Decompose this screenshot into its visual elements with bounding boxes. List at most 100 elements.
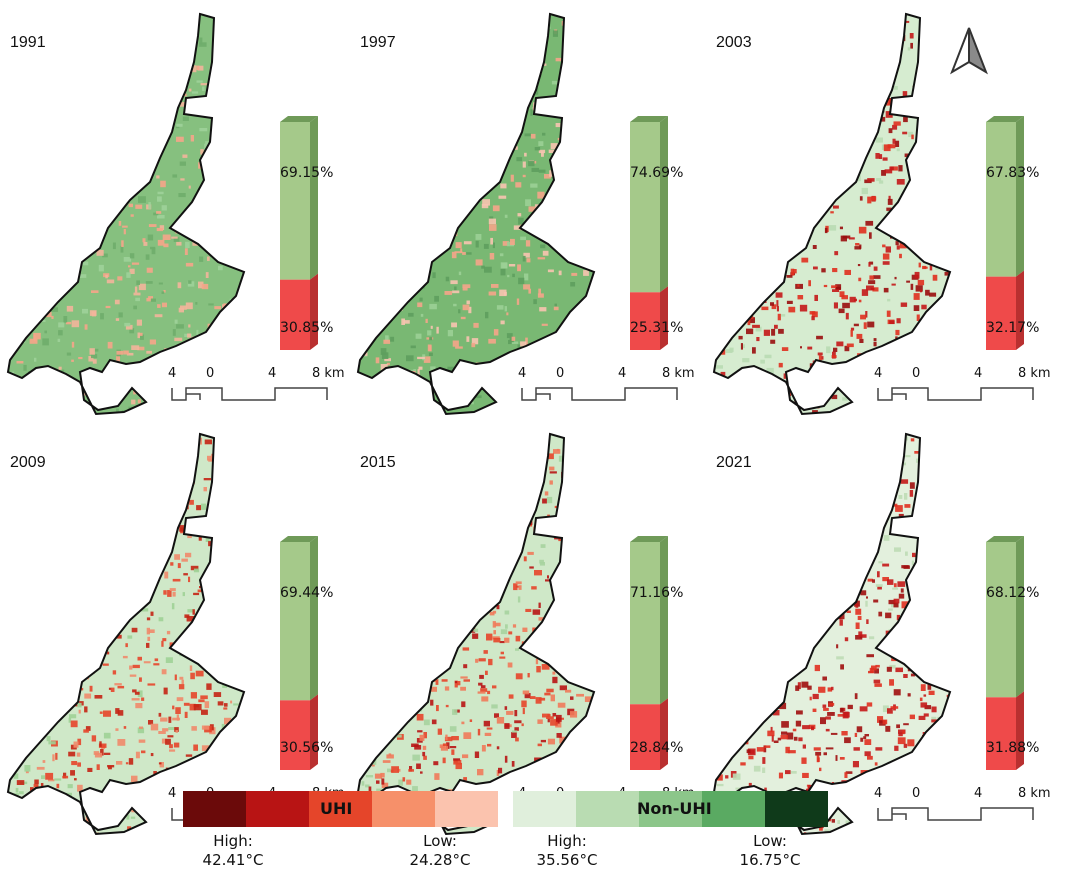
scale-bar-label: 0 — [556, 366, 565, 381]
panel-year-label: 2003 — [716, 34, 752, 51]
uhi-swatch — [309, 791, 372, 827]
uhi-low-label: Low: 24.28°C — [395, 832, 485, 870]
scale-bar — [171, 387, 328, 401]
map-1997: 74.69% 25.31% — [356, 12, 683, 416]
scale-bar-label: 4 — [618, 366, 627, 381]
non-uhi-percentage: 69.44% — [280, 585, 333, 601]
map-panel-2003: 2003 67.83% 32.17% 4 0 4 8 km — [706, 0, 1062, 420]
bar-green-side — [1016, 536, 1024, 698]
uhi-bar-segment — [986, 697, 1016, 770]
map-background — [358, 14, 594, 414]
scale-bar-label: 4 — [268, 366, 277, 381]
non-uhi-high-label: High: 35.56°C — [522, 832, 612, 870]
north-arrow-icon — [948, 26, 990, 82]
bar-top-face — [280, 116, 318, 122]
non-uhi-swatch — [513, 791, 576, 827]
map-background — [714, 434, 950, 834]
uhi-bar-segment — [630, 292, 660, 350]
non-uhi-legend-title: Non-UHI — [637, 799, 712, 818]
bar-green-side — [660, 536, 668, 705]
uhi-swatch — [246, 791, 309, 827]
bar-red-side — [1016, 270, 1024, 350]
boundary-outline — [356, 12, 596, 416]
scale-bar-label: 4 — [168, 366, 177, 381]
non-uhi-swatch — [702, 791, 765, 827]
non-uhi-bar-segment — [630, 122, 660, 293]
panel-year-label: 1991 — [10, 34, 46, 51]
uhi-bar-segment — [630, 704, 660, 770]
boundary-outline — [6, 12, 246, 416]
non-uhi-swatch — [765, 791, 828, 827]
scale-bar-label: 8 km — [1018, 786, 1051, 801]
panel-year-label: 1997 — [360, 34, 396, 51]
map-panel-2021: 2021 68.12% 31.88% 4 0 4 8 km — [706, 420, 1062, 840]
uhi-percentage: 28.84% — [630, 740, 683, 756]
bar-top-face — [630, 536, 668, 542]
map-2021: 68.12% 31.88% — [712, 432, 1039, 836]
non-uhi-swatch — [576, 791, 639, 827]
non-uhi-low-caption: Low: — [753, 832, 787, 850]
uhi-percentage: 31.88% — [986, 740, 1039, 756]
scale-bar-label: 4 — [974, 786, 983, 801]
uhi-low-caption: Low: — [423, 832, 457, 850]
scale-bar — [877, 387, 1034, 401]
uhi-low-value: 24.28°C — [409, 851, 471, 869]
bar-top-face — [280, 536, 318, 542]
scale-bar-label: 8 km — [1018, 366, 1051, 381]
scale-bar-label: 4 — [874, 366, 883, 381]
non-uhi-swatch — [639, 791, 702, 827]
non-uhi-high-caption: High: — [547, 832, 587, 850]
bar-red-side — [310, 273, 318, 350]
non-uhi-high-value: 35.56°C — [536, 851, 598, 869]
uhi-high-label: High: 42.41°C — [188, 832, 278, 870]
uhi-swatch — [372, 791, 435, 827]
uhi-high-value: 42.41°C — [202, 851, 264, 869]
scale-bar-label: 0 — [912, 366, 921, 381]
uhi-bar-segment — [280, 700, 310, 770]
non-uhi-bar-segment — [630, 542, 660, 705]
uhi-high-caption: High: — [213, 832, 253, 850]
uhi-color-ramp — [183, 791, 498, 827]
scale-bar-label: 4 — [518, 366, 527, 381]
boundary-outline — [6, 432, 246, 836]
legend: UHI Non-UHI High: 42.41°C Low: 24.28°C H… — [0, 780, 1068, 876]
map-1991: 69.15% 30.85% — [6, 12, 333, 416]
non-uhi-low-label: Low: 16.75°C — [725, 832, 815, 870]
map-background — [8, 14, 244, 414]
map-panel-1991: 1991 69.15% 30.85% 4 0 4 8 km — [0, 0, 356, 420]
uhi-bar-segment — [280, 279, 310, 350]
non-uhi-percentage: 71.16% — [630, 585, 683, 601]
uhi-swatch — [435, 791, 498, 827]
bar-top-face — [630, 116, 668, 122]
bar-green-side — [1016, 116, 1024, 277]
scale-bar — [521, 387, 678, 401]
non-uhi-percentage: 74.69% — [630, 165, 683, 181]
scale-bar — [877, 807, 1034, 821]
non-uhi-bar-segment — [280, 122, 310, 280]
non-uhi-low-value: 16.75°C — [739, 851, 801, 869]
uhi-percentage: 30.85% — [280, 320, 333, 336]
map-2015: 71.16% 28.84% — [356, 432, 683, 836]
bar-red-side — [660, 286, 668, 350]
scale-bar-label: 0 — [912, 786, 921, 801]
scale-bar-label: 8 km — [662, 366, 695, 381]
bar-green-side — [310, 536, 318, 701]
map-2003: 67.83% 32.17% — [712, 12, 1039, 416]
bar-red-side — [310, 694, 318, 770]
map-background — [8, 434, 244, 834]
non-uhi-percentage: 68.12% — [986, 585, 1039, 601]
uhi-percentage: 25.31% — [630, 320, 683, 336]
panel-year-label: 2009 — [10, 454, 46, 471]
non-uhi-percentage: 69.15% — [280, 165, 333, 181]
scale-bar-label: 4 — [168, 786, 177, 801]
non-uhi-bar-segment — [280, 542, 310, 701]
bar-red-side — [660, 698, 668, 770]
scale-bar-label: 4 — [974, 366, 983, 381]
uhi-swatch — [183, 791, 246, 827]
map-2009: 69.44% 30.56% — [6, 432, 333, 836]
panel-year-label: 2015 — [360, 454, 396, 471]
scale-bar-label: 0 — [206, 366, 215, 381]
boundary-outline — [712, 12, 952, 416]
